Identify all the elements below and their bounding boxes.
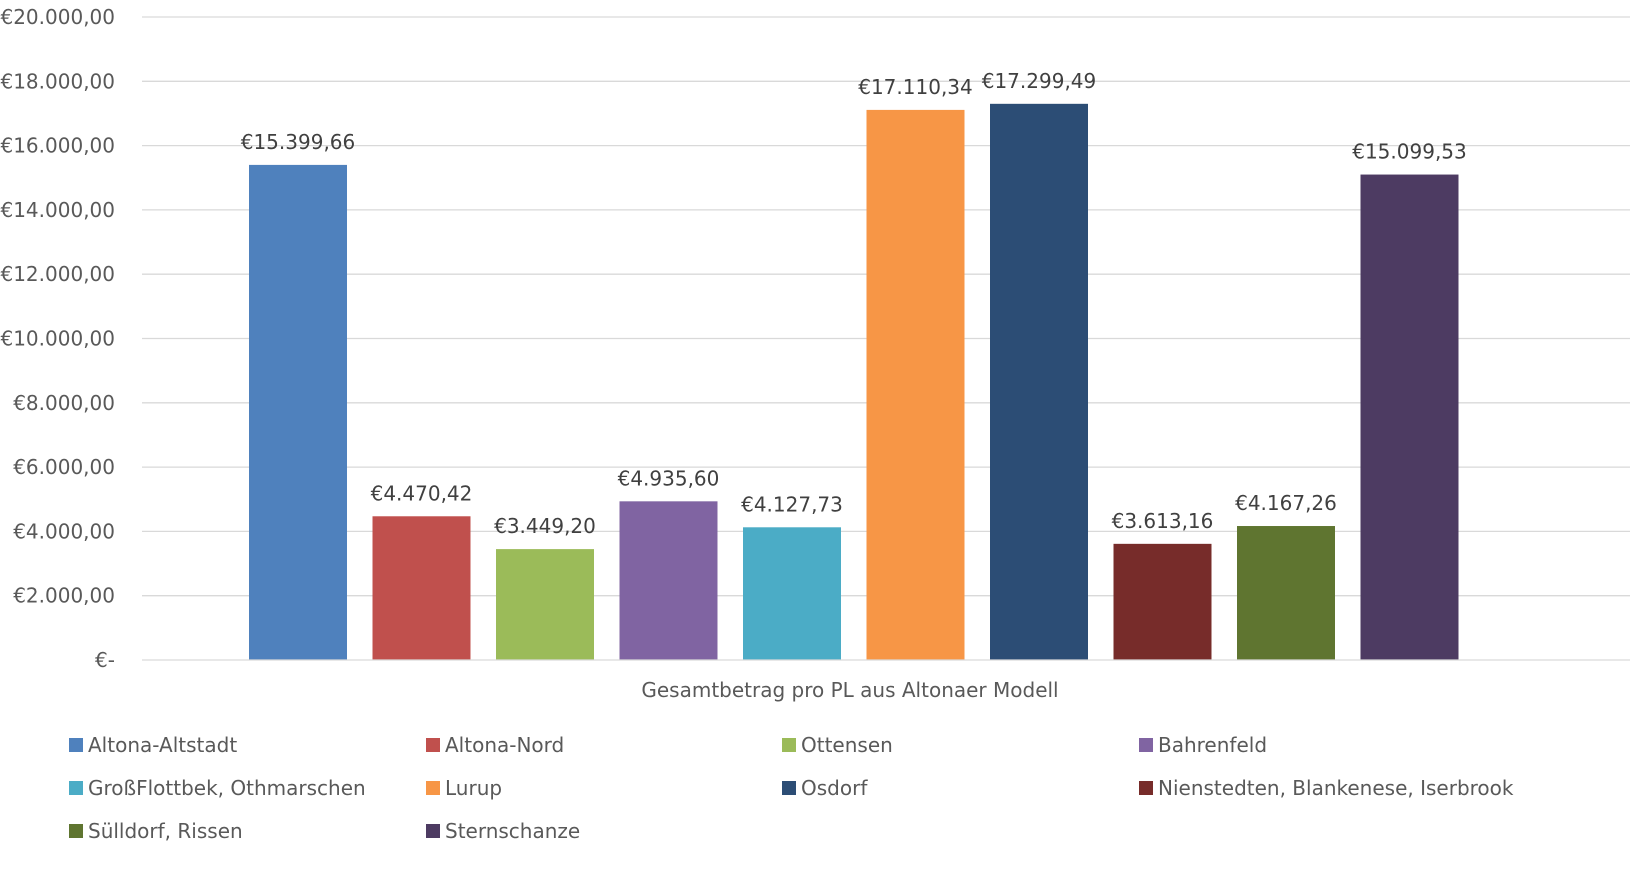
legend-item: Sülldorf, Rissen — [69, 819, 243, 843]
legend-label: Sülldorf, Rissen — [88, 819, 243, 843]
data-label: €4.935,60 — [618, 466, 720, 490]
bar-10 — [1360, 174, 1459, 660]
bar-1 — [249, 164, 347, 660]
data-label: €17.110,34 — [858, 75, 973, 99]
legend-item: Bahrenfeld — [1139, 733, 1267, 757]
bar-3 — [496, 549, 594, 660]
legend-item: Osdorf — [782, 776, 868, 800]
y-tick-label: €6.000,00 — [13, 455, 115, 479]
bar-6 — [866, 109, 965, 660]
y-tick-label: €- — [95, 648, 115, 672]
data-label: €3.613,16 — [1112, 509, 1214, 533]
legend: Altona-Altstadt Altona-Nord Ottensen Bahren… — [69, 733, 1514, 843]
legend-item: Ottensen — [782, 733, 893, 757]
legend-swatch — [69, 738, 83, 752]
bar-4 — [619, 501, 718, 660]
legend-item: GroßFlottbek, Othmarschen — [69, 776, 366, 800]
data-label: €4.470,42 — [371, 481, 473, 505]
y-tick-label: €2.000,00 — [13, 584, 115, 608]
legend-label: Lurup — [445, 776, 502, 800]
legend-label: GroßFlottbek, Othmarschen — [88, 776, 366, 800]
y-tick-label: €8.000,00 — [13, 391, 115, 415]
y-tick-label: €18.000,00 — [0, 69, 115, 93]
legend-swatch — [426, 781, 440, 795]
legend-label: Altona-Nord — [445, 733, 564, 757]
legend-swatch — [426, 738, 440, 752]
bar-2 — [372, 516, 471, 660]
data-label: €15.399,66 — [241, 130, 356, 154]
legend-item: Altona-Nord — [426, 733, 564, 757]
legend-swatch — [69, 824, 83, 838]
legend-label: Altona-Altstadt — [88, 733, 237, 757]
data-label: €4.167,26 — [1235, 491, 1337, 515]
y-tick-label: €12.000,00 — [0, 262, 115, 286]
legend-swatch — [1139, 738, 1153, 752]
legend-label: Ottensen — [801, 733, 893, 757]
legend-label: Bahrenfeld — [1158, 733, 1267, 757]
legend-swatch — [782, 781, 796, 795]
data-label: €4.127,73 — [741, 492, 843, 516]
y-tick-label: €20.000,00 — [0, 5, 115, 29]
legend-swatch — [69, 781, 83, 795]
legend-label: Osdorf — [801, 776, 868, 800]
legend-swatch — [1139, 781, 1153, 795]
data-label: €15.099,53 — [1352, 140, 1467, 164]
bars — [249, 103, 1459, 660]
legend-item: Sternschanze — [426, 819, 580, 843]
y-tick-label: €10.000,00 — [0, 327, 115, 351]
legend-item: Altona-Altstadt — [69, 733, 237, 757]
legend-label: Nienstedten, Blankenese, Iserbrook — [1158, 776, 1514, 800]
bar-8 — [1113, 543, 1212, 660]
data-labels: €15.399,66 €4.470,42 €3.449,20 €4.935,60 €4.… — [241, 69, 1467, 538]
data-label: €3.449,20 — [494, 514, 596, 538]
legend-item: Nienstedten, Blankenese, Iserbrook — [1139, 776, 1514, 800]
bar-9 — [1237, 526, 1335, 660]
y-tick-label: €16.000,00 — [0, 134, 115, 158]
y-tick-label: €4.000,00 — [13, 519, 115, 543]
y-axis-tick-labels: €- €2.000,00 €4.000,00 €6.000,00 €8.000,00 €1… — [0, 5, 115, 672]
bar-7 — [990, 103, 1088, 660]
y-tick-label: €14.000,00 — [0, 198, 115, 222]
x-axis-title: Gesamtbetrag pro PL aus Altonaer Modell — [641, 678, 1058, 702]
legend-swatch — [426, 824, 440, 838]
bar-5 — [743, 527, 841, 660]
legend-swatch — [782, 738, 796, 752]
data-label: €17.299,49 — [982, 69, 1097, 93]
legend-label: Sternschanze — [445, 819, 580, 843]
legend-item: Lurup — [426, 776, 502, 800]
